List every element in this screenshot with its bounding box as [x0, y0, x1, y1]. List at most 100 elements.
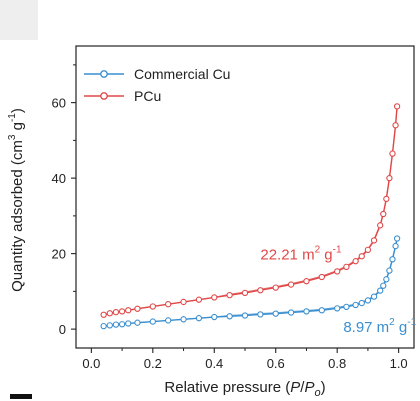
data-point-commercial-cu	[380, 282, 387, 289]
data-point-commercial-cu	[272, 310, 279, 317]
data-point-pcu	[106, 310, 113, 317]
data-point-pcu	[241, 289, 249, 297]
y-axis-title-main: Quantity adsorbed (cm	[9, 140, 26, 292]
data-point-pcu	[257, 287, 264, 294]
x-tick-label: 1.0	[390, 356, 408, 371]
data-point-commercial-cu	[226, 313, 233, 320]
legend-label-commercial-cu: Commercial Cu	[134, 66, 230, 82]
data-point-commercial-cu	[392, 242, 399, 250]
x-tick-label: 0.0	[82, 356, 100, 371]
annotation-pcu-text: 22.21 m	[260, 246, 314, 263]
data-point-pcu	[386, 174, 393, 182]
data-point-commercial-cu	[112, 321, 120, 328]
data-point-pcu	[134, 305, 141, 312]
data-point-pcu	[358, 253, 365, 260]
data-point-commercial-cu	[364, 297, 372, 304]
y-axis-title-end: )	[9, 108, 26, 113]
series-desorption-line-commercial-cu	[103, 237, 398, 327]
series-desorption-line-pcu	[103, 105, 398, 316]
corner-bar-fragment	[10, 394, 32, 399]
data-point-commercial-cu	[134, 319, 141, 326]
data-point-commercial-cu	[106, 322, 113, 329]
data-point-commercial-cu	[393, 235, 401, 242]
x-axis-title-p2: P	[304, 379, 314, 396]
data-point-commercial-cu	[180, 316, 187, 323]
series-layer	[100, 103, 401, 330]
data-point-pcu	[287, 281, 295, 288]
y-axis-title-mid: g	[9, 122, 26, 135]
annotation-commercial-cu-sup2: -1	[407, 317, 416, 328]
y-tick-label: 0	[59, 322, 66, 337]
data-point-pcu	[303, 278, 310, 285]
data-point-commercial-cu	[195, 315, 203, 322]
data-point-pcu	[352, 258, 359, 265]
annotation-commercial-cu-text: 8.97 m	[343, 319, 389, 336]
axis-ticks: 0.0 0.2 0.4 0.6 0.8 1.0 0 20 40 60	[52, 64, 408, 371]
legend-marker-pcu	[100, 92, 108, 100]
x-axis-title-sub: o	[314, 387, 320, 399]
data-point-pcu	[318, 273, 325, 281]
legend-label-pcu: PCu	[134, 88, 161, 104]
data-point-commercial-cu	[100, 322, 107, 330]
data-point-commercial-cu	[370, 293, 378, 300]
data-point-pcu	[195, 296, 203, 303]
data-point-pcu	[364, 246, 372, 253]
data-point-pcu	[343, 263, 350, 270]
data-point-pcu	[226, 291, 233, 299]
data-point-pcu	[118, 308, 126, 315]
legend-marker-commercial-cu	[100, 70, 108, 78]
data-point-commercial-cu	[125, 320, 132, 327]
data-point-pcu	[180, 298, 187, 306]
annotation-commercial-cu-unit: g	[395, 319, 408, 336]
x-axis-title-slash: /	[300, 379, 305, 396]
data-point-commercial-cu	[386, 267, 393, 274]
data-point-pcu	[211, 294, 218, 301]
annotation-pcu-sup2: -1	[333, 244, 342, 255]
y-tick-label: 40	[52, 171, 66, 186]
data-point-commercial-cu	[118, 321, 126, 328]
annotation-commercial-cu-sup: 2	[389, 317, 395, 328]
x-tick-label: 0.8	[328, 356, 346, 371]
data-point-commercial-cu	[343, 303, 350, 311]
data-point-commercial-cu	[377, 287, 384, 294]
data-point-commercial-cu	[383, 276, 390, 283]
data-point-commercial-cu	[211, 313, 218, 321]
x-tick-label: 0.2	[144, 356, 162, 371]
y-axis-title-sup2: -1	[7, 113, 18, 122]
data-point-commercial-cu	[318, 307, 325, 314]
annotation-pcu-surface-area: 22.21 m2 g-1	[260, 244, 342, 263]
data-point-commercial-cu	[257, 311, 264, 318]
data-point-pcu	[100, 311, 107, 318]
series-line-commercial-cu	[103, 238, 398, 327]
data-point-pcu	[112, 308, 120, 316]
y-tick-label: 20	[52, 247, 66, 262]
annotation-pcu-sup: 2	[315, 244, 321, 255]
data-point-commercial-cu	[149, 318, 156, 325]
series-line-pcu	[103, 106, 398, 316]
legend: Commercial Cu PCu	[84, 66, 230, 104]
annotation-commercial-cu-surface-area: 8.97 m2 g-1	[343, 317, 416, 336]
x-axis-title-prefix: Relative pressure (	[164, 379, 290, 396]
data-point-pcu	[380, 210, 387, 218]
data-point-commercial-cu	[389, 256, 396, 263]
x-axis-title-suffix: )	[321, 379, 326, 396]
annotation-pcu-unit: g	[320, 246, 333, 263]
data-point-pcu	[392, 122, 399, 129]
data-point-commercial-cu	[303, 308, 310, 315]
y-axis-title: Quantity adsorbed (cm3 g-1)	[7, 108, 26, 292]
y-tick-label: 60	[52, 96, 66, 111]
data-point-pcu	[334, 268, 341, 275]
data-point-commercial-cu	[358, 299, 365, 307]
x-tick-label: 0.4	[205, 356, 223, 371]
data-point-commercial-cu	[165, 317, 172, 324]
data-point-pcu	[370, 237, 378, 244]
data-point-pcu	[149, 303, 156, 310]
corner-panel-fragment	[0, 0, 38, 40]
x-tick-label: 0.6	[267, 356, 285, 371]
data-point-commercial-cu	[352, 301, 359, 309]
data-point-pcu	[389, 150, 396, 157]
data-point-pcu	[377, 222, 384, 229]
x-axis-title-p1: P	[290, 379, 300, 396]
data-point-pcu	[393, 103, 401, 110]
